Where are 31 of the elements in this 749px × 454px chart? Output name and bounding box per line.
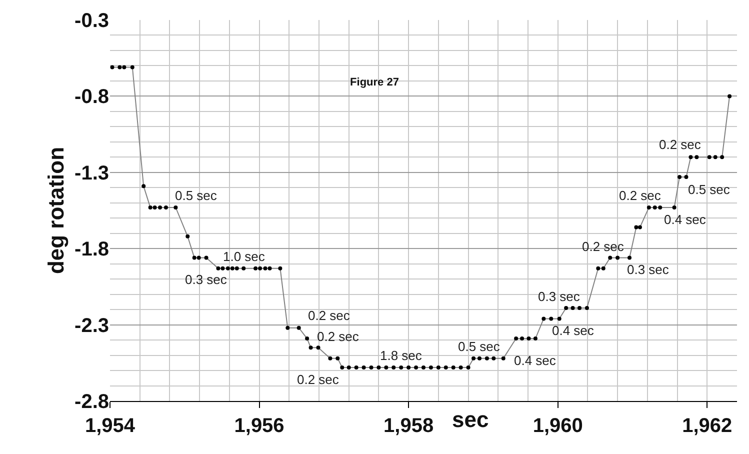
annotation: 0.2 sec (317, 329, 360, 344)
annotation: 0.5 sec (458, 339, 500, 354)
y-tick-label: -1.8 (74, 238, 109, 261)
y-axis-title: deg rotation (43, 146, 68, 274)
annotation: 0.2 sec (659, 137, 702, 152)
annotation: 0.3 sec (627, 262, 670, 277)
x-tick-label: 1,962 (682, 415, 732, 437)
annotation: 1.0 sec (223, 249, 266, 264)
annotation: 0.4 sec (514, 353, 556, 368)
y-tick-label: -1.3 (74, 162, 109, 184)
y-tick-label: -2.8 (74, 391, 109, 413)
annotation: 0.5 sec (175, 188, 218, 203)
y-tick-label: -0.8 (74, 86, 109, 108)
annotation: 1.8 sec (380, 348, 422, 363)
annotation: 0.4 sec (552, 323, 594, 338)
annotation: 0.3 sec (538, 289, 580, 304)
annotation: 0.2 sec (582, 239, 624, 254)
x-axis-title: sec (452, 407, 489, 432)
annotation: 0.2 sec (297, 372, 340, 387)
annotation: 0.4 sec (664, 212, 706, 227)
annotation: 0.3 sec (185, 272, 228, 287)
y-tick-label: -0.3 (74, 10, 109, 32)
x-tick-label: 1,960 (532, 415, 583, 437)
y-tick-label: -2.3 (74, 314, 109, 337)
text: Figure 27 (350, 76, 399, 89)
annotation: 0.5 sec (688, 182, 730, 197)
x-tick-label: 1,954 (84, 415, 136, 437)
x-tick-label: 1,958 (384, 415, 434, 437)
annotation: 0.2 sec (308, 308, 350, 323)
x-tick-label: 1,956 (234, 415, 284, 437)
annotation: 0.2 sec (619, 188, 662, 203)
